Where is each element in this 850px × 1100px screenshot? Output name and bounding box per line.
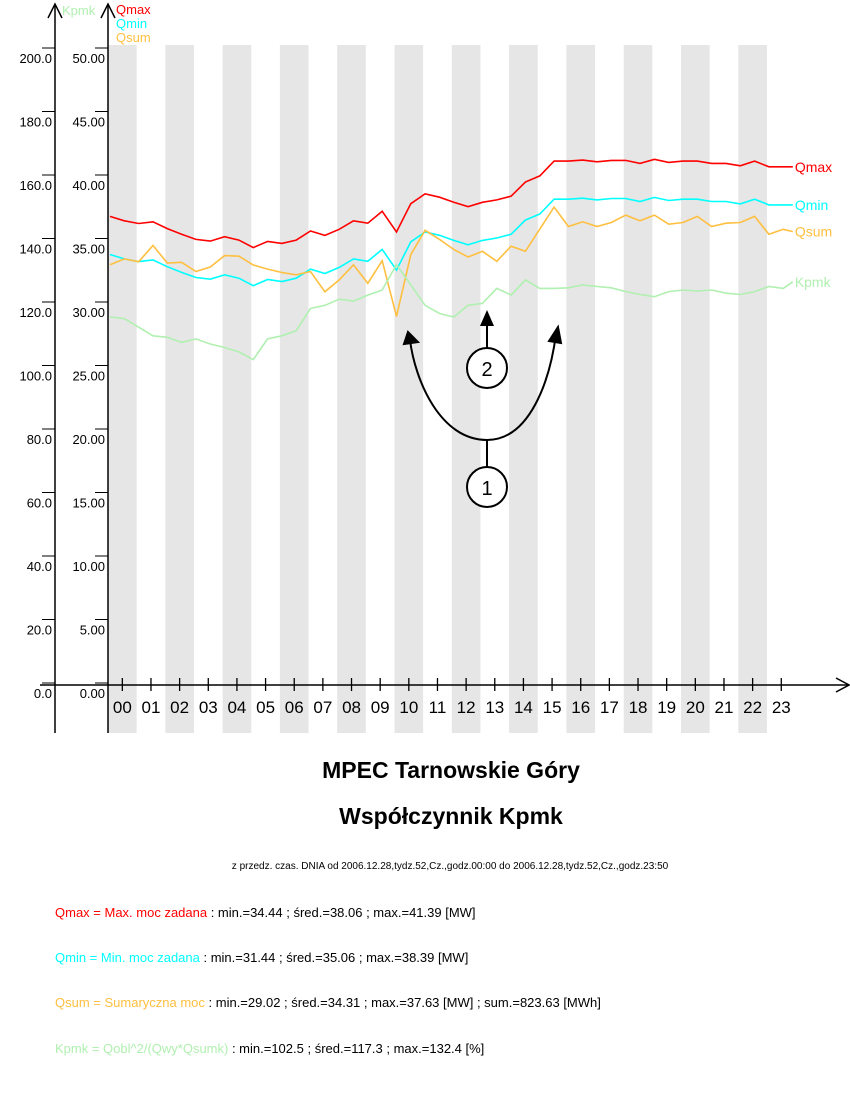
annotation-label-1: 1 bbox=[481, 478, 492, 500]
x-tick-label: 12 bbox=[457, 698, 476, 717]
q-tick-label: 35.00 bbox=[72, 242, 105, 257]
kpmk-tick-label: 60.0 bbox=[27, 496, 52, 511]
q-axis-label-qmax: Qmax bbox=[116, 2, 151, 17]
annotation-marker-2 bbox=[466, 347, 508, 389]
q-tick-label: 10.00 bbox=[72, 559, 105, 574]
hour-band bbox=[566, 45, 596, 733]
kpmk-tick-label: 20.0 bbox=[27, 623, 52, 638]
legend-kpmk: Kpmk = Qobl^2/(Qwy*Qsumk) : min.=102.5 ;… bbox=[55, 1041, 484, 1056]
kpmk-tick-label: 140.0 bbox=[19, 242, 52, 257]
hour-band bbox=[509, 45, 538, 733]
hour-band bbox=[681, 45, 710, 733]
x-tick-label: 10 bbox=[399, 698, 418, 717]
kpmk-tick-label: 120.0 bbox=[19, 305, 52, 320]
legend-name: Qmin = Min. moc zadana bbox=[55, 950, 200, 965]
q-axis-label-qmin: Qmin bbox=[116, 16, 147, 31]
hour-band bbox=[279, 45, 309, 733]
series-line-kpmk bbox=[109, 263, 794, 361]
x-tick-label: 05 bbox=[256, 698, 275, 717]
x-tick-label: 18 bbox=[629, 698, 648, 717]
series-line-qsum bbox=[109, 205, 793, 317]
q-tick-label: 20.00 bbox=[72, 432, 105, 447]
series-label-qmax: Qmax bbox=[795, 159, 832, 175]
hour-band bbox=[222, 45, 252, 733]
q-axis-label-qsum: Qsum bbox=[116, 30, 151, 45]
hour-band bbox=[623, 45, 653, 733]
x-tick-label: 22 bbox=[743, 698, 762, 717]
series-label-qsum: Qsum bbox=[795, 224, 832, 240]
series-label-kpmk: Kpmk bbox=[795, 274, 832, 290]
q-axis-arrow bbox=[100, 2, 116, 19]
series-line-qmax bbox=[109, 158, 793, 249]
legend-stats: : min.=34.44 ; śred.=38.06 ; max.=41.39 … bbox=[207, 905, 476, 920]
q-tick-label: 25.00 bbox=[72, 369, 105, 384]
x-tick-label: 23 bbox=[772, 698, 791, 717]
hour-band bbox=[108, 45, 137, 733]
legend-name: Kpmk = Qobl^2/(Qwy*Qsumk) bbox=[55, 1041, 229, 1056]
x-tick-label: 01 bbox=[142, 698, 161, 717]
x-tick-label: 19 bbox=[657, 698, 676, 717]
hour-band bbox=[394, 45, 424, 733]
kpmk-tick-label: 100.0 bbox=[19, 369, 52, 384]
hour-band bbox=[451, 45, 481, 733]
x-tick-label: 04 bbox=[227, 698, 246, 717]
arrowhead-icon bbox=[402, 330, 421, 346]
q-tick-label: 5.00 bbox=[80, 623, 105, 638]
x-tick-label: 16 bbox=[571, 698, 590, 717]
q-tick-label: 40.00 bbox=[72, 178, 105, 193]
x-tick-label: 09 bbox=[371, 698, 390, 717]
x-tick-label: 13 bbox=[485, 698, 504, 717]
kpmk-tick-label: 80.0 bbox=[27, 432, 52, 447]
chart-title: MPEC Tarnowskie Góry bbox=[322, 757, 580, 783]
x-tick-label: 15 bbox=[543, 698, 562, 717]
legend-name: Qsum = Sumaryczna moc bbox=[55, 995, 205, 1010]
kpmk-tick-label: 180.0 bbox=[19, 115, 52, 130]
x-tick-label: 03 bbox=[199, 698, 218, 717]
x-tick-label: 00 bbox=[113, 698, 132, 717]
x-axis-arrow bbox=[835, 677, 850, 693]
x-tick-label: 11 bbox=[429, 698, 447, 717]
q-tick-label: 15.00 bbox=[72, 496, 105, 511]
annotation-arrow-right bbox=[486, 333, 557, 441]
annotation-marker-1 bbox=[466, 466, 508, 508]
arrowhead-icon bbox=[480, 310, 494, 326]
legend-qmax: Qmax = Max. moc zadana : min.=34.44 ; śr… bbox=[55, 905, 476, 920]
annotation-label-2: 2 bbox=[481, 359, 492, 381]
legend-name: Qmax = Max. moc zadana bbox=[55, 905, 208, 920]
kpmk-axis-label: Kpmk bbox=[62, 3, 96, 18]
q-tick-label: 45.00 bbox=[72, 115, 105, 130]
x-tick-label: 14 bbox=[514, 698, 533, 717]
x-tick-label: 06 bbox=[285, 698, 304, 717]
legend-stats: : min.=102.5 ; śred.=117.3 ; max.=132.4 … bbox=[228, 1041, 485, 1056]
legend-stats: : min.=31.44 ; śred.=35.06 ; max.=38.39 … bbox=[199, 950, 469, 965]
hour-band bbox=[738, 45, 767, 733]
arrowhead-icon bbox=[547, 324, 563, 345]
q-tick-label: 50.00 bbox=[72, 51, 105, 66]
series-line-qmin bbox=[109, 196, 793, 287]
kpmk-tick-label: 40.0 bbox=[27, 559, 52, 574]
q-tick-label: 30.00 bbox=[72, 305, 105, 320]
kpmk-tick-label: 200.0 bbox=[19, 51, 52, 66]
kpmk-tick-label: 0.0 bbox=[34, 686, 52, 701]
x-tick-label: 02 bbox=[170, 698, 189, 717]
legend-stats: : min.=29.02 ; śred.=34.31 ; max.=37.63 … bbox=[204, 995, 601, 1010]
x-tick-label: 20 bbox=[686, 698, 705, 717]
kpmk-tick-label: 160.0 bbox=[19, 178, 52, 193]
x-tick-label: 07 bbox=[313, 698, 332, 717]
series-label-qmin: Qmin bbox=[795, 197, 828, 213]
annotation-arrow-left bbox=[409, 339, 488, 467]
q-tick-label: 0.00 bbox=[80, 686, 105, 701]
legend-qmin: Qmin = Min. moc zadana : min.=31.44 ; śr… bbox=[55, 950, 468, 965]
period-text: z przedz. czas. DNIA od 2006.12.28,tydz.… bbox=[231, 861, 669, 872]
x-tick-label: 17 bbox=[600, 698, 619, 717]
legend-qsum: Qsum = Sumaryczna moc : min.=29.02 ; śre… bbox=[55, 995, 601, 1010]
kpmk-axis-arrow bbox=[47, 2, 63, 19]
x-tick-label: 08 bbox=[342, 698, 361, 717]
hour-band bbox=[165, 45, 194, 733]
hour-band bbox=[337, 45, 366, 733]
x-tick-label: 21 bbox=[715, 698, 734, 717]
chart: 0.0 20.0 40.0 60.0 80.0 100.0 120.0 140.0 160.0 1… bbox=[19, 2, 850, 733]
chart-subtitle: Współczynnik Kpmk bbox=[339, 803, 563, 829]
